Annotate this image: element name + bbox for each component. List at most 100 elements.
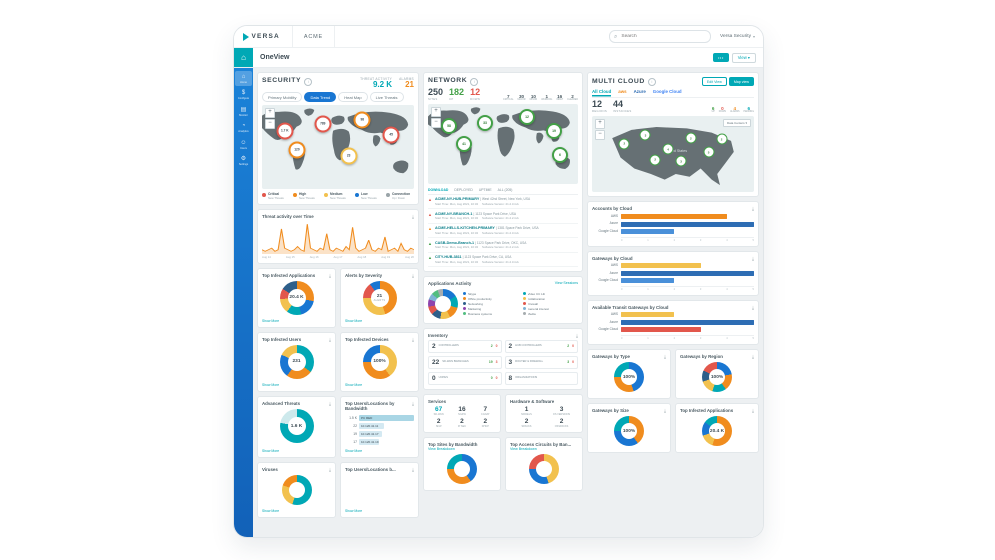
datacenter-map-marker[interactable]: 5	[703, 146, 715, 158]
search-input[interactable]	[619, 33, 707, 40]
zoom-in-button[interactable]: +	[265, 108, 275, 119]
view-breakdown-link[interactable]: View Breakdown	[510, 446, 537, 451]
zoom-out-button[interactable]: −	[431, 117, 441, 128]
site-map-marker[interactable]: 19	[546, 123, 562, 140]
datacenter-map-marker[interactable]: 2	[685, 132, 697, 144]
sidebar-item-icon: ▤	[240, 106, 247, 113]
device-row[interactable]: ▲ ACME-NY-HUB-PRIMARY | West 42nd Street…	[428, 195, 578, 210]
datacenter-map-marker[interactable]: 3	[639, 129, 651, 141]
download-icon[interactable]: ⤓	[412, 214, 414, 220]
download-icon[interactable]: ⤓	[664, 353, 666, 359]
info-icon[interactable]: i	[647, 77, 656, 86]
download-icon[interactable]: ⤓	[329, 336, 331, 342]
sidebar-item-Monitor[interactable]: ▤ Monitor	[235, 104, 252, 119]
threat-map-marker[interactable]: 45	[382, 126, 400, 144]
user-menu[interactable]: Versa Security ▾	[720, 34, 755, 39]
site-map-marker[interactable]: 6	[552, 147, 568, 164]
multicloud-map[interactable]: United States + − Data Centers ▾ 2 3	[592, 116, 754, 193]
zoom-in-button[interactable]: +	[431, 106, 441, 117]
site-map-marker[interactable]: 41	[456, 135, 472, 152]
bar-list-row[interactable]: 22 10.120.41.11	[345, 423, 414, 430]
device-list-tab[interactable]: UPTIME	[478, 187, 492, 192]
threat-map-marker[interactable]: 1.7 K	[276, 122, 294, 140]
threat-map-marker[interactable]: 98	[353, 111, 371, 129]
security-threat-map[interactable]: + − 1.7 K 120 789 98	[262, 105, 414, 190]
download-icon[interactable]: ⤓	[576, 332, 578, 338]
device-list-tab[interactable]: ALL (205)	[497, 187, 513, 192]
device-list-tab[interactable]: DOWNLOAD	[428, 187, 449, 192]
zoom-out-button[interactable]: −	[595, 130, 605, 141]
download-icon[interactable]: ⤓	[752, 304, 754, 310]
datacenter-map-marker[interactable]: 4	[662, 143, 674, 155]
download-icon[interactable]: ⤓	[329, 400, 331, 406]
multicloud-mini-stat: 0 DOWN	[718, 106, 727, 114]
download-icon[interactable]: ⤓	[752, 255, 754, 261]
security-map-tab[interactable]: Live Threats	[369, 92, 404, 103]
bar-list-row[interactable]: 17 10.120.41.19	[353, 439, 379, 446]
info-icon[interactable]: i	[304, 77, 313, 86]
network-sites-map[interactable]: + − 58 41 33 12	[428, 103, 578, 184]
datacenter-map-marker[interactable]: 3	[675, 155, 687, 167]
show-more-link[interactable]: Show More	[262, 449, 280, 454]
sidebar-item-Home[interactable]: ⌂ Home	[235, 71, 252, 86]
info-icon[interactable]: i	[470, 77, 479, 86]
download-icon[interactable]: ⤓	[752, 206, 754, 212]
security-map-tab[interactable]: Heat Map	[338, 92, 368, 103]
cloud-tab[interactable]: Azure	[633, 89, 646, 94]
sidebar-item-Configure[interactable]: $ Configure	[235, 88, 252, 103]
cloud-tab[interactable]: aws	[618, 89, 627, 94]
bar-list-row[interactable]: 19 10.120.41.17	[345, 431, 414, 438]
zoom-in-button[interactable]: +	[595, 119, 605, 130]
download-icon[interactable]: ⤓	[412, 400, 414, 406]
show-more-link[interactable]: Show More	[345, 509, 363, 514]
multicloud-action-button[interactable]: Edit View	[701, 77, 727, 86]
site-map-marker[interactable]: 33	[477, 115, 493, 132]
cloud-tab[interactable]: All Cloud	[592, 89, 612, 94]
more-actions-button[interactable]: •••	[713, 53, 729, 62]
datacenter-map-marker[interactable]: 2	[716, 133, 728, 145]
show-more-link[interactable]: Show More	[262, 318, 280, 323]
show-more-link[interactable]: Show More	[345, 449, 363, 454]
show-more-link[interactable]: Show More	[262, 382, 280, 387]
download-icon[interactable]: ⤓	[752, 353, 754, 359]
download-icon[interactable]: ⤓	[412, 272, 414, 278]
data-centers-dropdown[interactable]: Data Centers ▾	[722, 119, 751, 128]
download-icon[interactable]: ⤓	[329, 467, 331, 473]
cloud-tab[interactable]: Google Cloud	[652, 89, 682, 94]
device-row[interactable]: ▲ CASB-Demo-Branch-1 | 1123 Space Park D…	[428, 238, 578, 253]
show-more-link[interactable]: Show More	[262, 509, 280, 514]
device-row[interactable]: ▲ ACME-HELLS-KITCHEN-PRIMARY | 1381 Spac…	[428, 224, 578, 239]
download-icon[interactable]: ⤓	[412, 336, 414, 342]
view-sessions-link[interactable]: View Sessions	[554, 281, 578, 286]
zoom-out-button[interactable]: −	[265, 119, 275, 130]
download-icon[interactable]: ⤓	[329, 272, 331, 278]
download-icon[interactable]: ⤓	[752, 408, 754, 414]
sidebar-item-Analytics[interactable]: ◔ Analytics	[235, 121, 252, 136]
site-map-marker[interactable]: 12	[519, 108, 535, 125]
download-icon[interactable]: ⤓	[412, 467, 414, 473]
threat-map-marker[interactable]: 120	[288, 141, 306, 159]
datacenter-map-marker[interactable]: 2	[618, 138, 630, 150]
org-tab-acme[interactable]: ACME	[291, 26, 335, 47]
device-row[interactable]: ▲ CITY-HUB-3811 | 1123 Space Park Drive,…	[428, 253, 578, 268]
datacenter-map-marker[interactable]: 2	[649, 154, 661, 166]
site-map-marker[interactable]: 58	[441, 118, 457, 135]
view-dropdown-button[interactable]: View ▾	[731, 52, 756, 63]
show-more-link[interactable]: Show More	[345, 382, 363, 387]
home-tile-button[interactable]: ⌂	[234, 48, 253, 67]
threat-map-marker[interactable]: 23	[340, 147, 358, 165]
threat-map-marker[interactable]: 789	[314, 115, 332, 133]
multicloud-action-button[interactable]: Map view	[728, 77, 754, 86]
view-breakdown-link[interactable]: View Breakdown	[428, 446, 455, 451]
sidebar-item-Users[interactable]: ☺ Users	[235, 137, 252, 152]
download-icon[interactable]: ⤓	[664, 408, 666, 414]
search-box[interactable]: ⌕	[609, 30, 712, 43]
device-list-tab[interactable]: DEPLOYED	[454, 187, 473, 192]
bar-list-row[interactable]: 1.5 K PC RED	[345, 415, 414, 422]
security-map-tab[interactable]: Primary Mobility	[262, 92, 303, 103]
security-map-tab[interactable]: Data Trend	[304, 92, 337, 103]
service-stat: 7 CGNAT	[481, 405, 490, 416]
device-row[interactable]: ▲ ACME-NY-BRANCH-1 | 1123 Space Park Dri…	[428, 209, 578, 224]
sidebar-item-Settings[interactable]: ⚙ Settings	[235, 154, 252, 169]
show-more-link[interactable]: Show More	[345, 318, 363, 323]
